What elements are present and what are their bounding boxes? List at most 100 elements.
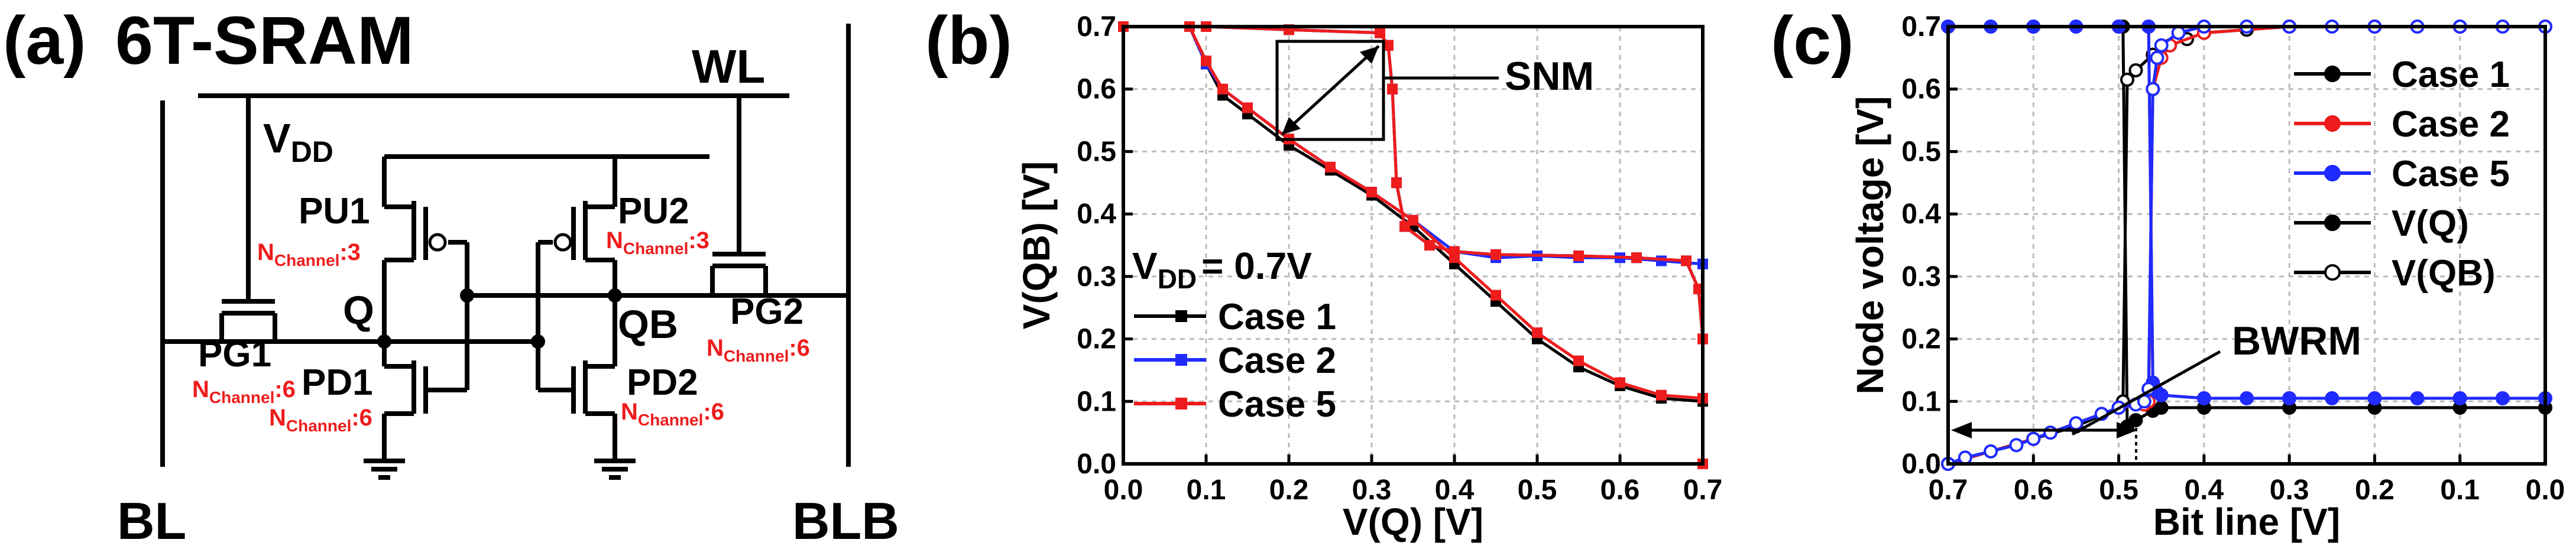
- panel-c-ytick-label: 0.7: [1901, 11, 1941, 43]
- panel-c-xtick-label: 0.3: [2270, 474, 2309, 506]
- panel-c-legend-label: Case 1: [2392, 54, 2510, 95]
- panel-c-ytick-label: 0.3: [1901, 261, 1941, 292]
- bwrm-arrowhead-right: [2117, 422, 2137, 438]
- panel-c-xtick-label: 0.7: [1929, 474, 1968, 506]
- panel-b-xtick-label: 0.3: [1352, 474, 1392, 506]
- panel-b-legend-label: Case 2: [1218, 340, 1336, 381]
- pd2-nchannel: NChannel:6: [621, 399, 724, 429]
- pd1-nchannel: NChannel:6: [269, 405, 372, 435]
- panel-b-case-5-inverse-point: [1391, 177, 1402, 188]
- panel-b-legend-marker: [1175, 354, 1187, 366]
- panel-b-case-5-vtc-point: [1573, 355, 1584, 366]
- panel-b-xtick-label: 0.6: [1600, 474, 1640, 506]
- panel-c-case-5-v-q--point: [2325, 391, 2340, 405]
- panel-a: (a) 6T-SRAM: [3, 3, 899, 550]
- panel-c-case-1-v-qb--point: [2120, 72, 2134, 87]
- panel-b-case-5-inverse-point: [1399, 221, 1410, 232]
- panel-c-xtick-label: 0.4: [2184, 474, 2224, 506]
- panel-b-case-5-vtc-point: [1656, 389, 1667, 401]
- panel-b-case-5-inverse-point: [1573, 250, 1584, 261]
- panel-c-case-5-v-qb--point: [1984, 444, 1998, 459]
- panel-c-xtick-label: 0.2: [2355, 474, 2394, 506]
- panel-c-ytick-label: 0.4: [1901, 199, 1941, 230]
- pg2-nchannel: NChannel:6: [707, 335, 810, 365]
- panel-b-vdd-label: VDD = 0.7V: [1132, 245, 1312, 294]
- panel-b-case-5-inverse-point: [1383, 40, 1394, 51]
- panel-c-ytick-label: 0.2: [1901, 324, 1941, 355]
- pd2-label: PD2: [627, 362, 698, 403]
- panel-c-legend-marker: [2324, 66, 2341, 82]
- panel-c-grid: [1948, 27, 2545, 464]
- panel-c-case-5-v-q--point: [2367, 391, 2382, 405]
- panel-b-case-5-vtc-point: [1615, 377, 1625, 388]
- panel-b-case-5-vtc-point: [1490, 290, 1501, 301]
- panel-b-frame: [1122, 25, 1705, 466]
- pu1-nchannel: NChannel:3: [257, 239, 361, 269]
- panel-b-ytick-label: 0.5: [1077, 136, 1116, 167]
- bwrm-annotation: BWRM: [2232, 318, 2361, 363]
- panel-b-case-5-inverse-point: [1681, 255, 1692, 266]
- panel-c-plot-area: [1941, 20, 2552, 471]
- panel-c-frame: [1946, 25, 2547, 466]
- panel-c-ytick-label: 0.6: [1901, 74, 1941, 105]
- panel-c-case-5-v-q--point: [2154, 388, 2169, 402]
- panel-c-legend-label: V(Q): [2392, 203, 2469, 244]
- panel-c-ytick-label: 0.5: [1901, 136, 1941, 167]
- panel-c-legend-label: V(QB): [2392, 253, 2496, 294]
- panel-b-ytick-label: 0.6: [1077, 74, 1116, 105]
- panel-b-xtick-label: 0.2: [1269, 474, 1309, 506]
- panel-b-xtick-label: 0.7: [1683, 474, 1723, 506]
- pu1-gate-bubble: [428, 233, 447, 252]
- panel-b-ytick-label: 0.0: [1077, 448, 1116, 480]
- panel-c-case-5-v-qb--point: [2171, 25, 2186, 40]
- snm-arrowhead-top: [1360, 46, 1379, 64]
- pu2-nchannel: NChannel:3: [606, 228, 709, 258]
- panel-b-ytick-label: 0.1: [1077, 386, 1116, 417]
- node-dot-q2: [531, 334, 545, 349]
- blb-label: BLB: [792, 492, 899, 550]
- snm-square: [1275, 40, 1385, 141]
- panel-c-case-5-v-q--point: [2282, 391, 2297, 405]
- panel-b-case-5-vtc-point: [1366, 187, 1377, 198]
- panel-b-case-5-vtc-line: [1123, 25, 1703, 400]
- panel-c-legend-label: Case 5: [2392, 154, 2510, 194]
- panel-c-label: (c): [1771, 3, 1854, 79]
- pg1-label: PG1: [198, 334, 271, 375]
- panel-c-case-5-v-qb--point: [2026, 431, 2041, 446]
- sram-title: 6T-SRAM: [115, 3, 414, 79]
- panel-c-xtick-label: 0.0: [2526, 474, 2565, 506]
- pu2-label: PU2: [618, 191, 689, 232]
- panel-b-chart: (b) 0.0 0.1 0.2 0.3 0.4 0.5 0.6 0.7 0.0 0.1 0.2 0.3…: [925, 3, 1722, 543]
- pu2-gate-bubble: [553, 233, 572, 252]
- panel-b-plot-area: [1118, 21, 1708, 469]
- panel-c-legend-marker: [2324, 165, 2341, 181]
- panel-b-ytick-label: 0.2: [1077, 324, 1116, 355]
- panel-b-case-5-vtc-point: [1325, 161, 1336, 173]
- panel-c-ytick-label: 0.1: [1901, 386, 1941, 417]
- pu1-label: PU1: [299, 191, 370, 232]
- bwrm-arrowhead-left: [1951, 422, 1972, 438]
- panel-b-case-5-inverse-point: [1490, 249, 1501, 260]
- panel-c-case-5-v-q--point: [2452, 391, 2467, 405]
- bl-label: BL: [117, 492, 186, 550]
- panel-c-legend: Case 1 Case 2 Case 5 V(Q) V(QB): [2294, 54, 2510, 294]
- panel-b-ytick-label: 0.3: [1077, 261, 1116, 292]
- panel-c-case-5-v-q--point: [2410, 391, 2425, 405]
- snm-arrowhead-bottom: [1282, 117, 1301, 135]
- panel-c-case-5-v-q--point: [2196, 391, 2211, 405]
- panel-b-case-5-inverse-point: [1631, 252, 1642, 264]
- node-dot-q: [377, 334, 391, 349]
- panel-c-case-5-v-qb--point: [2154, 38, 2169, 53]
- panel-a-label: (a): [3, 3, 86, 79]
- panel-c-ylabel: Node voltage [V]: [1849, 96, 1891, 395]
- panel-c-case-5-v-q--point: [2240, 391, 2254, 405]
- pg1-nchannel: NChannel:6: [192, 376, 296, 407]
- panel-b-xlabel: V(Q) [V]: [1343, 500, 1483, 543]
- panel-c-legend-marker: [2324, 115, 2341, 132]
- panel-b-case-5-inverse-point: [1387, 83, 1398, 95]
- snm-diagonal-arrow: [1281, 45, 1380, 136]
- panel-c-chart: (c) 0.7 0.6 0.5 0.4 0.3 0.2 0.1 0.0 0.0 0.1 0.2 0.3…: [1771, 3, 2565, 543]
- panel-b-xtick-label: 0.1: [1187, 474, 1226, 506]
